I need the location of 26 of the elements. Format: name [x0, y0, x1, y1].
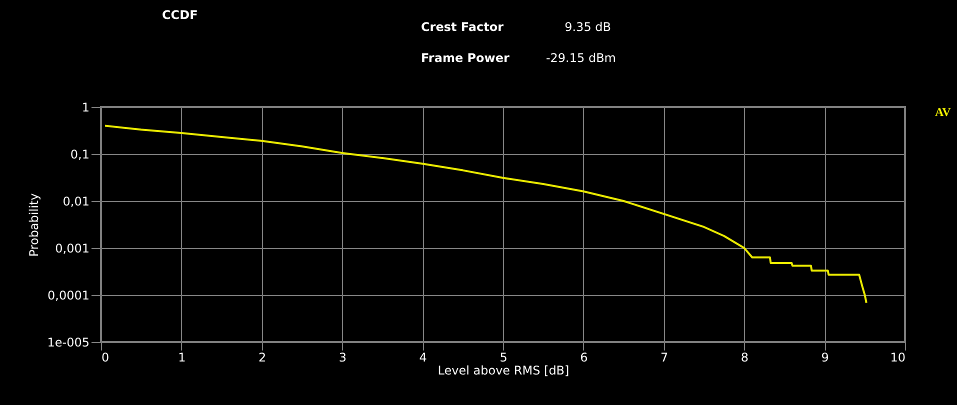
text: Frame Power [421, 51, 510, 65]
x-tick-label: 1 [178, 350, 186, 364]
text: AV [935, 105, 952, 119]
x-tick-label: 3 [338, 350, 347, 364]
y-tick-label: 0,001 [55, 242, 90, 256]
x-tick-label: 8 [740, 350, 749, 364]
x-tick-label: 7 [660, 350, 668, 364]
text: Crest Factor [421, 20, 504, 34]
text: -29.15 dBm [546, 51, 616, 65]
y-tick-label: 1e-005 [47, 336, 90, 350]
y-tick-label: 0,01 [62, 194, 90, 208]
x-tick-label: 2 [258, 350, 266, 364]
chart-title: CCDF [162, 8, 198, 22]
x-tick-label: 9 [821, 350, 829, 364]
line-series [104, 124, 868, 304]
x-axis-title: Level above RMS [dB] [438, 364, 570, 378]
x-tick-label: 4 [419, 350, 427, 364]
y-tick-label: 0,1 [70, 148, 90, 162]
x-tick-label: 10 [890, 350, 906, 364]
x-tick-label: 6 [580, 350, 588, 364]
x-tick-label: 0 [102, 350, 110, 364]
y-axis-title: Probability [27, 193, 42, 257]
text: 9.35 dB [564, 20, 611, 34]
x-tick-label: 5 [500, 350, 508, 364]
y-tick-label: 1 [82, 100, 90, 114]
y-tick-label: 0,0001 [48, 288, 90, 302]
